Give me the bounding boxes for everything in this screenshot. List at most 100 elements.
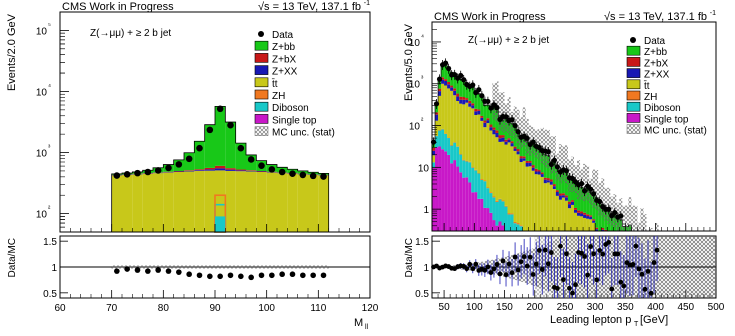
y-axis-label: Events/5.0 GeV [403,23,415,101]
bar-zxx [498,138,501,142]
ratio-point [631,262,636,267]
bar-zbx [553,184,556,186]
mc-unc-bin [643,214,646,231]
ratio-point [570,291,575,296]
bar-tt [246,171,256,232]
bar-zxx [586,216,589,219]
legend-swatch [627,46,640,55]
bar-zbx [498,135,501,138]
legend-item: Z+bb [627,46,668,58]
bar-tt [492,134,495,196]
bar-zxx [194,170,204,171]
bar-zxx [547,180,550,182]
x-tick-label: 100 [258,303,275,314]
bar-zbx [565,195,568,197]
bar-zh [495,201,498,202]
ratio-point [649,291,654,296]
bar-singletop [495,226,498,231]
bar-zxx [505,142,508,145]
bar-diboson [480,180,483,199]
ratio-point [495,262,500,267]
bar-diboson [498,199,501,221]
ratio-point [646,269,651,274]
bar-zxx [480,118,483,121]
bar-zbx [520,156,523,158]
legend-item: Z+XX [255,66,298,78]
x-tick-label: 400 [647,302,664,313]
bar-tt [184,171,194,232]
data-point [516,129,521,134]
bar-tt [112,176,122,232]
bar-tt [480,121,483,179]
bar-tt [267,173,277,232]
header-right: √s = 13 TeV, 137.1 fb [258,1,361,13]
y-tick-label-exp: ² [421,118,424,125]
x-tick-label: 60 [54,303,66,314]
bar-zbx [505,140,508,142]
mc-unc-bin [495,81,498,122]
x-tick-label: 100 [466,302,483,313]
bar-diboson [495,202,498,226]
bar-tt [544,183,547,231]
bar-zxx [453,91,456,95]
data-point [114,172,121,179]
legend-swatch [255,102,268,111]
bar-tt [498,142,501,199]
x-axis-label: M [354,317,363,329]
bar-tt [535,174,538,231]
bar-zbx [483,120,486,122]
bar-zxx [205,169,215,170]
bar-zh [480,179,483,180]
legend-item: MC unc. (stat) [627,125,707,137]
bar-tt [298,174,308,232]
bar-diboson [456,147,459,167]
ratio-point [464,266,469,271]
data-point [588,187,593,192]
x-tick-label: 500 [708,302,725,313]
data-point [461,77,466,82]
legend-label: Z+XX [644,70,670,81]
mc-unc-bin [628,197,631,231]
ratio-point [248,275,254,281]
bar-zxx [492,130,495,134]
bar-tt [571,205,574,231]
ratio-point [310,272,316,278]
bar-tt [453,95,456,142]
bar-zbx [489,125,492,128]
bar-zh [471,167,474,168]
mc-unc-bin [640,208,643,231]
data-point [155,167,162,174]
ratio-point [501,259,506,264]
ratio-point [207,274,213,280]
bar-zxx [574,210,577,213]
ratio-point [155,267,161,273]
bar-diboson [447,138,450,155]
bar-zxx [592,221,595,223]
mc-unc-bin [559,144,562,183]
bar-diboson [511,214,514,231]
bar-zbx [523,156,526,158]
legend-swatch [627,91,640,100]
data-point [443,61,448,66]
ratio-tick-label: 1 [51,263,57,274]
bar-zxx [471,105,474,108]
x-axis-label-unit: [GeV] [640,314,668,326]
bar-zxx [438,91,441,96]
bar-zxx [495,133,498,137]
bar-tt [441,84,444,129]
bar-tt [132,174,142,232]
x-tick-label: 250 [557,302,574,313]
ratio-point [543,248,548,253]
bar-tt [225,171,235,232]
bar-singletop [450,163,453,231]
ratio-point [259,272,265,278]
legend-item: ZH [627,91,657,103]
bar-zxx [589,217,592,220]
ratio-point [528,255,533,260]
x-tick-label: 110 [310,303,326,314]
bar-tt [589,219,592,231]
legend-label: ZH [272,91,285,102]
ratio-point [615,252,620,257]
bar-zbx [568,202,571,204]
